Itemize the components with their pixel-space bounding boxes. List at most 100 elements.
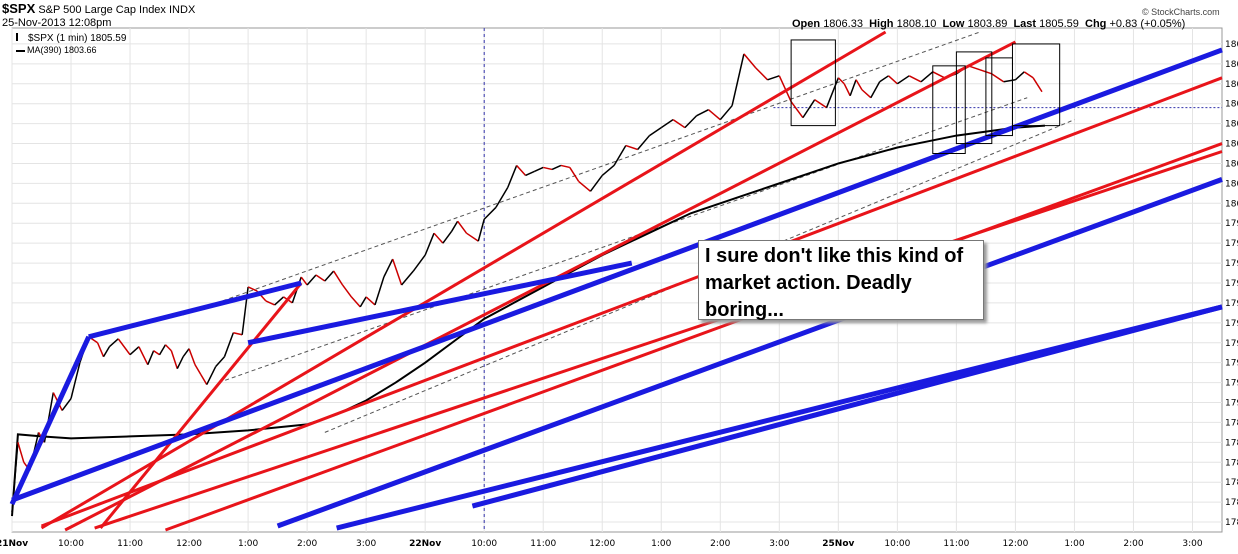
y-tick-label: 1792 xyxy=(1225,359,1238,369)
last-value: 1805.59 xyxy=(1039,18,1079,30)
price-segment xyxy=(158,344,167,356)
y-tick-label: 1793 xyxy=(1225,339,1238,349)
datetime-label: 25-Nov-2013 12:08pm xyxy=(2,17,112,29)
x-tick-label: 10:00 xyxy=(884,539,910,549)
price-segment xyxy=(424,232,435,256)
price-segment xyxy=(233,332,243,336)
price-segment xyxy=(855,79,863,91)
y-tick-label: 1787 xyxy=(1225,458,1238,468)
x-tick-label: 1:00 xyxy=(238,539,258,549)
price-segment xyxy=(790,101,804,119)
y-tick-label: 1805 xyxy=(1225,100,1238,110)
x-tick-label: 1:00 xyxy=(651,539,671,549)
price-segment xyxy=(495,186,509,208)
price-segment xyxy=(442,230,453,244)
index-name: S&P 500 Large Cap Index xyxy=(38,4,166,16)
price-segment xyxy=(374,276,385,306)
price-segment xyxy=(843,83,851,97)
chart-grid xyxy=(11,27,1223,533)
price-segment xyxy=(341,284,352,298)
price-segment xyxy=(637,135,651,151)
price-segment xyxy=(300,276,308,286)
price-segment xyxy=(908,75,922,83)
plot-area xyxy=(11,27,1223,533)
high-value: 1808.10 xyxy=(896,18,937,30)
price-segment xyxy=(802,99,816,119)
x-tick-label: 11:00 xyxy=(530,539,556,549)
y-tick-label: 1791 xyxy=(1225,379,1238,389)
x-tick-label: 1:00 xyxy=(1064,539,1084,549)
blue-trendline xyxy=(88,280,302,340)
chart-header: $SPX S&P 500 Large Cap Index INDX xyxy=(2,1,195,16)
price-segment xyxy=(365,296,376,306)
red-trendline xyxy=(164,142,1223,532)
x-tick-label: 2:00 xyxy=(710,539,730,549)
price-segment xyxy=(569,167,580,182)
y-tick-label: 1795 xyxy=(1225,299,1238,309)
x-tick-label: 10:00 xyxy=(58,539,84,549)
price-segment xyxy=(153,350,160,356)
price-segment xyxy=(223,332,235,357)
price-segment xyxy=(70,362,81,399)
price-segment xyxy=(1023,71,1034,79)
high-label: High xyxy=(869,18,894,30)
legend-ma-text: MA(390) 1803.66 xyxy=(27,45,97,55)
price-segment xyxy=(649,126,662,137)
chart-marks xyxy=(9,28,1223,532)
x-tick-label: 2:00 xyxy=(297,539,317,549)
price-segment xyxy=(466,232,479,242)
price-segment xyxy=(200,374,208,385)
price-segment xyxy=(274,296,285,306)
x-axis: 21Nov 10:00 11:00 12:00 1:00 2:00 3:00 22Nov 10:… xyxy=(0,539,1203,549)
price-segment xyxy=(837,77,845,85)
y-tick-label: 1788 xyxy=(1225,438,1238,448)
price-segment xyxy=(660,119,674,129)
price-segment xyxy=(400,270,414,286)
annotation-note: I sure don't like this kind of market ac… xyxy=(698,240,984,321)
chg-value: +0.83 (+0.05%) xyxy=(1109,18,1186,30)
price-segment xyxy=(17,442,25,463)
red-trendline xyxy=(40,30,887,530)
price-segment xyxy=(117,338,131,356)
price-segment xyxy=(306,274,317,286)
y-tick-label: 1785 xyxy=(1225,498,1238,508)
price-segment xyxy=(391,258,403,286)
y-tick-label: 1799 xyxy=(1225,219,1238,229)
y-tick-label: 1804 xyxy=(1225,120,1238,130)
x-tick-label: 3:00 xyxy=(356,539,376,549)
x-tick-label: 21Nov xyxy=(0,539,28,549)
price-segment xyxy=(991,73,1005,83)
x-tick-label: 11:00 xyxy=(117,539,143,549)
price-segment xyxy=(888,75,898,85)
price-segment xyxy=(879,75,889,83)
open-label: Open xyxy=(792,18,821,30)
blue-trendline xyxy=(11,47,1223,503)
price-segment xyxy=(182,348,190,358)
x-tick-label: 10:00 xyxy=(471,539,497,549)
blue-trendline xyxy=(471,304,1223,509)
blue-trendline xyxy=(276,177,1223,529)
price-segment xyxy=(433,232,444,244)
blue-trendline xyxy=(247,260,633,346)
price-segment xyxy=(108,338,119,348)
price-segment xyxy=(61,398,72,411)
highlight-box xyxy=(1011,43,1061,127)
price-segment xyxy=(525,170,535,177)
red-trendline xyxy=(64,40,1017,532)
price-segment xyxy=(96,342,105,357)
price-segment xyxy=(814,99,827,109)
price-segment xyxy=(176,356,184,369)
y-tick-label: 1786 xyxy=(1225,478,1238,488)
price-segment xyxy=(507,165,518,188)
price-segment xyxy=(778,75,792,103)
x-tick-label: 25Nov xyxy=(822,539,854,549)
price-segment xyxy=(147,350,155,365)
ma-series-line xyxy=(11,124,1045,517)
price-segment xyxy=(696,109,709,117)
bar-glyph-icon xyxy=(16,33,26,41)
price-segment xyxy=(457,220,468,234)
price-segment xyxy=(1014,71,1025,81)
price-segment xyxy=(589,174,603,192)
price-segment xyxy=(743,53,757,69)
price-segment xyxy=(849,79,857,96)
